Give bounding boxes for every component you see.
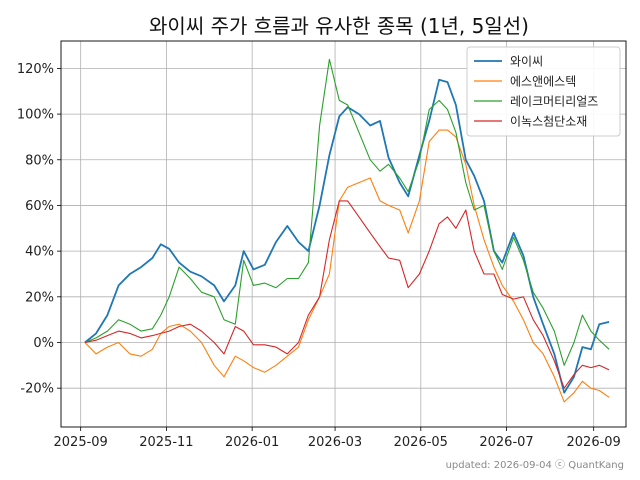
y-tick-label: 60%: [25, 199, 54, 214]
y-tick-label: 120%: [17, 62, 54, 77]
series-lines: [84, 58, 610, 403]
y-tick-label: 0%: [33, 336, 54, 351]
x-tick-label: 2026-03: [308, 435, 362, 450]
y-tick-label: -20%: [20, 382, 54, 397]
legend-label: 레이크머티리얼즈: [510, 95, 598, 109]
x-axis: 2025-09 2025-11 2026-01 2026-03 2026-05 2026-…: [54, 427, 621, 450]
y-axis: -20% 0% 20% 40% 60% 80% 100% 120%: [17, 62, 61, 397]
series-line-3: [84, 58, 610, 366]
footer-text: updated: 2026-09-04 ⓒ QuantKang: [446, 459, 624, 471]
legend-label: 에스앤에스텍: [510, 75, 576, 89]
legend-label: 이녹스첨단소재: [510, 115, 587, 129]
x-tick-label: 2026-09: [567, 435, 621, 450]
series-line-4: [84, 200, 610, 389]
x-tick-label: 2025-11: [139, 435, 193, 450]
y-tick-label: 40%: [25, 245, 54, 260]
y-tick-label: 20%: [25, 290, 54, 305]
legend-box: [466, 46, 621, 137]
y-tick-label: 80%: [25, 153, 54, 168]
x-tick-label: 2026-07: [479, 435, 533, 450]
y-tick-label: 100%: [17, 108, 54, 123]
x-tick-label: 2026-01: [225, 435, 279, 450]
x-tick-label: 2025-09: [54, 435, 108, 450]
legend-label: 와이씨: [510, 55, 543, 69]
series-line-2: [84, 129, 610, 403]
plot-area: [60, 40, 627, 428]
chart-title: 와이씨 주가 흐름과 유사한 종목 (1년, 5일선): [149, 14, 529, 38]
x-tick-label: 2026-05: [394, 435, 448, 450]
